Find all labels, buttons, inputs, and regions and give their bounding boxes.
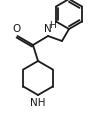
Text: O: O (12, 24, 20, 35)
Text: NH: NH (30, 97, 46, 108)
Text: H: H (49, 21, 56, 30)
Text: N: N (44, 24, 52, 35)
